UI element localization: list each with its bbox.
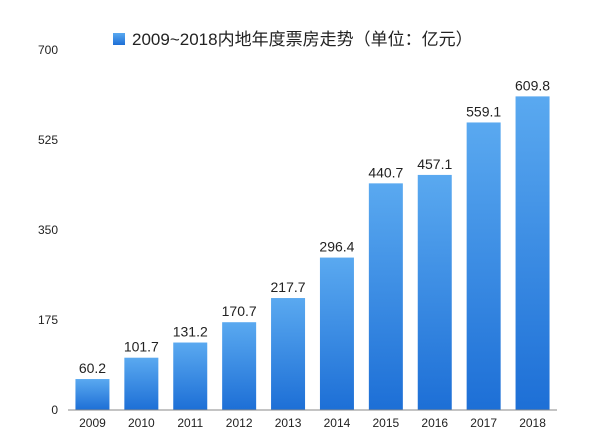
bar-2015 [368,183,403,410]
data-label: 296.4 [319,239,354,255]
data-label: 609.8 [515,77,550,93]
x-tick-label: 2017 [470,416,497,430]
bar-2017 [466,122,501,410]
data-label: 217.7 [271,279,306,295]
data-label: 457.1 [417,156,452,172]
data-label: 170.7 [222,303,257,319]
x-tick-label: 2010 [128,416,155,430]
x-tick-label: 2015 [372,416,399,430]
x-tick-label: 2018 [519,416,546,430]
bar-2011 [173,342,208,410]
data-label: 60.2 [79,360,106,376]
data-labels: 60.2 101.7 131.2 170.7 217.7 296.4 440.7 457.1 5… [79,77,550,376]
x-axis: 2009 2010 2011 2012 2013 2014 2015 2016 2017 2018 [79,416,546,430]
bar-2010 [124,357,159,410]
bars [75,96,550,410]
bar-2012 [222,322,257,410]
bar-2013 [271,298,306,410]
legend-swatch [113,33,125,45]
x-tick-label: 2011 [177,416,203,430]
x-tick-label: 2016 [421,416,448,430]
x-tick-label: 2012 [226,416,253,430]
y-tick-label: 0 [51,403,58,417]
x-tick-label: 2014 [324,416,351,430]
y-tick-label: 350 [38,223,58,237]
bar-2014 [319,257,354,410]
legend-label: 2009~2018内地年度票房走势（单位：亿元） [132,30,473,49]
bar-2016 [417,174,452,410]
y-tick-label: 700 [38,43,58,57]
data-label: 440.7 [368,164,403,180]
data-label: 101.7 [124,339,159,355]
bar-2018 [515,96,550,410]
data-label: 559.1 [466,103,501,119]
x-tick-label: 2009 [79,416,106,430]
y-tick-label: 175 [38,313,58,327]
legend: 2009~2018内地年度票房走势（单位：亿元） [113,30,473,49]
data-label: 131.2 [173,324,208,340]
y-tick-label: 525 [38,133,58,147]
y-axis: 0 175 350 525 700 [38,43,58,417]
bar-2009 [75,379,110,410]
x-tick-label: 2013 [275,416,302,430]
